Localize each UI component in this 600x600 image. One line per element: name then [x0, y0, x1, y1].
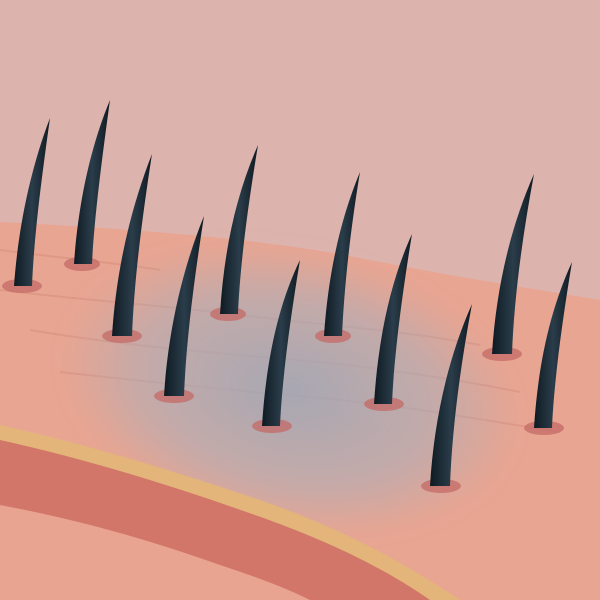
lower-skin: [0, 505, 310, 600]
hair-strand-icon: [315, 172, 360, 343]
hair-strand-icon: [364, 234, 412, 411]
hair-strand-icon: [2, 118, 50, 293]
hair-strand-icon: [524, 262, 572, 435]
hair-strand-icon: [64, 100, 110, 271]
hair-strand-icon: [102, 154, 152, 343]
hair-strand-icon: [482, 174, 534, 361]
hair-strand-icon: [154, 216, 204, 403]
hair-strand-icon: [252, 260, 300, 433]
hair-strand-icon: [421, 304, 472, 493]
hair-strand-icon: [210, 145, 258, 321]
hairs: [2, 100, 572, 493]
